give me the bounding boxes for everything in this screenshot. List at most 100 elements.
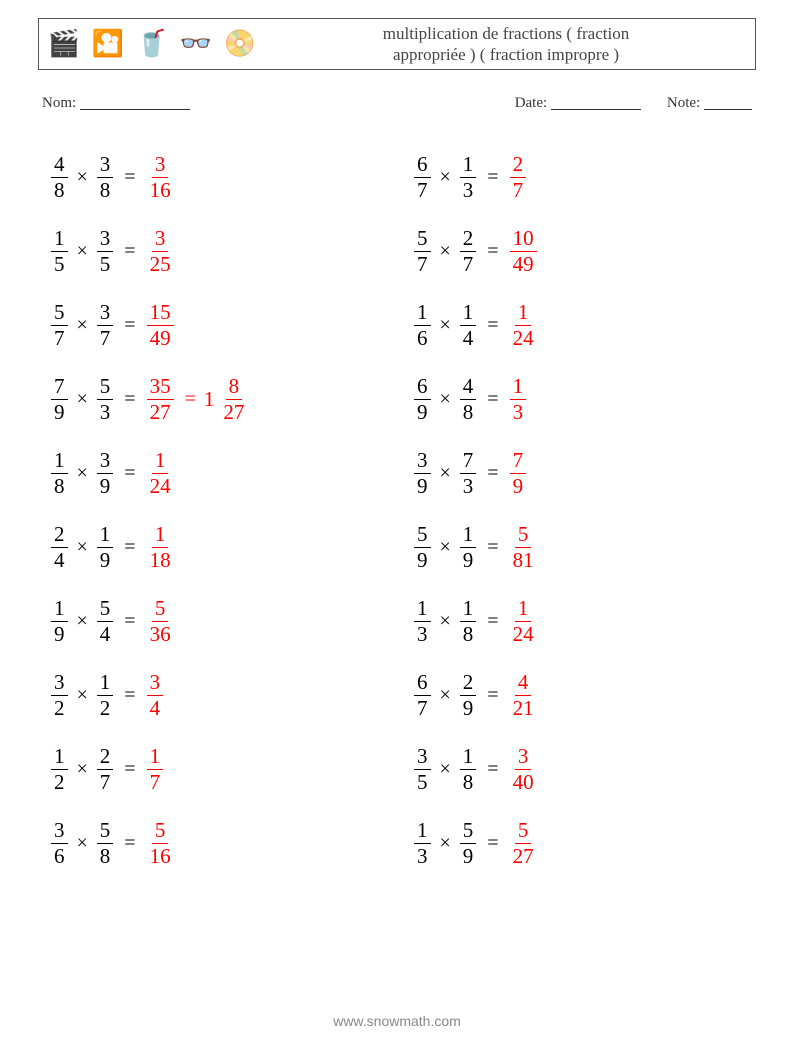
fraction: 13 bbox=[414, 598, 431, 645]
answer: 124 bbox=[507, 302, 540, 349]
equals-sign: = bbox=[487, 240, 498, 263]
header-bar: 🎬🎦🥤👓📀 multiplication de fractions ( frac… bbox=[38, 18, 756, 70]
answer: 79 bbox=[507, 450, 530, 497]
mixed-whole: 1 bbox=[204, 387, 215, 412]
fraction-numerator: 3 bbox=[414, 746, 431, 770]
problem-row: 19×54=536 bbox=[48, 584, 397, 658]
fraction: 17 bbox=[147, 746, 164, 793]
problem-row: 15×35=325 bbox=[48, 214, 397, 288]
answer: 17 bbox=[144, 746, 167, 793]
fraction: 27 bbox=[510, 154, 527, 201]
answer: 536 bbox=[144, 598, 177, 645]
equals-sign: = bbox=[124, 684, 135, 707]
name-label: Nom: bbox=[42, 95, 76, 111]
times-operator: × bbox=[77, 314, 88, 337]
answer: 3527 = 1827 bbox=[144, 376, 251, 423]
disc-icon: 📀 bbox=[223, 27, 257, 61]
cinema-icon: 🎦 bbox=[91, 27, 125, 61]
fraction-denominator: 3 bbox=[414, 844, 431, 867]
times-operator: × bbox=[440, 462, 451, 485]
fraction-denominator: 4 bbox=[51, 548, 68, 571]
note-underline bbox=[704, 95, 752, 110]
fraction-numerator: 3 bbox=[414, 450, 431, 474]
fraction-denominator: 9 bbox=[51, 622, 68, 645]
problem-row: 24×19=118 bbox=[48, 510, 397, 584]
answer: 124 bbox=[144, 450, 177, 497]
fraction-denominator: 4 bbox=[460, 326, 477, 349]
fraction-denominator: 3 bbox=[414, 622, 431, 645]
fraction: 3527 bbox=[147, 376, 174, 423]
fraction: 24 bbox=[51, 524, 68, 571]
fraction: 67 bbox=[414, 672, 431, 719]
fraction: 1549 bbox=[147, 302, 174, 349]
fraction: 67 bbox=[414, 154, 431, 201]
fraction-denominator: 21 bbox=[510, 696, 537, 719]
equals-sign: = bbox=[124, 536, 135, 559]
equals-sign: = bbox=[185, 388, 196, 411]
fraction: 18 bbox=[460, 598, 477, 645]
times-operator: × bbox=[440, 536, 451, 559]
fraction-numerator: 5 bbox=[460, 820, 477, 844]
fraction-denominator: 9 bbox=[97, 474, 114, 497]
fraction-numerator: 3 bbox=[51, 820, 68, 844]
fraction: 16 bbox=[414, 302, 431, 349]
problem-row: 18×39=124 bbox=[48, 436, 397, 510]
fraction: 1049 bbox=[510, 228, 537, 275]
fraction: 53 bbox=[97, 376, 114, 423]
fraction-numerator: 2 bbox=[460, 228, 477, 252]
fraction: 118 bbox=[147, 524, 174, 571]
meta-name: Nom: bbox=[42, 92, 190, 112]
times-operator: × bbox=[77, 240, 88, 263]
fraction-denominator: 9 bbox=[460, 548, 477, 571]
fraction: 27 bbox=[460, 228, 477, 275]
equals-sign: = bbox=[124, 388, 135, 411]
answer: 325 bbox=[144, 228, 177, 275]
fraction-denominator: 18 bbox=[147, 548, 174, 571]
fraction-denominator: 9 bbox=[414, 548, 431, 571]
answer: 527 bbox=[507, 820, 540, 867]
fraction-numerator: 5 bbox=[97, 376, 114, 400]
fraction: 19 bbox=[51, 598, 68, 645]
fraction-numerator: 1 bbox=[510, 376, 527, 400]
fraction: 13 bbox=[414, 820, 431, 867]
fraction-denominator: 8 bbox=[51, 178, 68, 201]
fraction-denominator: 8 bbox=[460, 400, 477, 423]
fraction-denominator: 3 bbox=[510, 400, 527, 423]
fraction: 36 bbox=[51, 820, 68, 867]
fraction-denominator: 9 bbox=[460, 844, 477, 867]
fraction-denominator: 8 bbox=[460, 622, 477, 645]
fraction-denominator: 6 bbox=[51, 844, 68, 867]
fraction-numerator: 2 bbox=[510, 154, 527, 178]
equals-sign: = bbox=[124, 758, 135, 781]
fraction-numerator: 1 bbox=[414, 820, 431, 844]
problem-row: 67×13=27 bbox=[411, 140, 756, 214]
answer: 34 bbox=[144, 672, 167, 719]
problem-row: 48×38=316 bbox=[48, 140, 397, 214]
title-line-2: appropriée ) ( fraction impropre ) bbox=[393, 45, 619, 64]
fraction-denominator: 7 bbox=[147, 770, 164, 793]
fraction-numerator: 10 bbox=[510, 228, 537, 252]
fraction-numerator: 3 bbox=[97, 450, 114, 474]
problem-row: 79×53=3527 = 1827 bbox=[48, 362, 397, 436]
problem-row: 36×58=516 bbox=[48, 806, 397, 880]
fraction-denominator: 2 bbox=[51, 696, 68, 719]
equals-sign: = bbox=[124, 832, 135, 855]
fraction: 37 bbox=[97, 302, 114, 349]
fraction: 48 bbox=[460, 376, 477, 423]
fraction: 827 bbox=[220, 376, 247, 423]
answer: 316 bbox=[144, 154, 177, 201]
fraction: 48 bbox=[51, 154, 68, 201]
fraction: 57 bbox=[414, 228, 431, 275]
fraction-denominator: 16 bbox=[147, 844, 174, 867]
fraction-numerator: 3 bbox=[97, 228, 114, 252]
equals-sign: = bbox=[124, 166, 135, 189]
fraction: 54 bbox=[97, 598, 114, 645]
fraction: 32 bbox=[51, 672, 68, 719]
times-operator: × bbox=[440, 832, 451, 855]
fraction-denominator: 8 bbox=[97, 178, 114, 201]
answer: 27 bbox=[507, 154, 530, 201]
equals-sign: = bbox=[124, 462, 135, 485]
cup-icon: 🥤 bbox=[135, 27, 169, 61]
fraction-numerator: 2 bbox=[460, 672, 477, 696]
times-operator: × bbox=[440, 388, 451, 411]
